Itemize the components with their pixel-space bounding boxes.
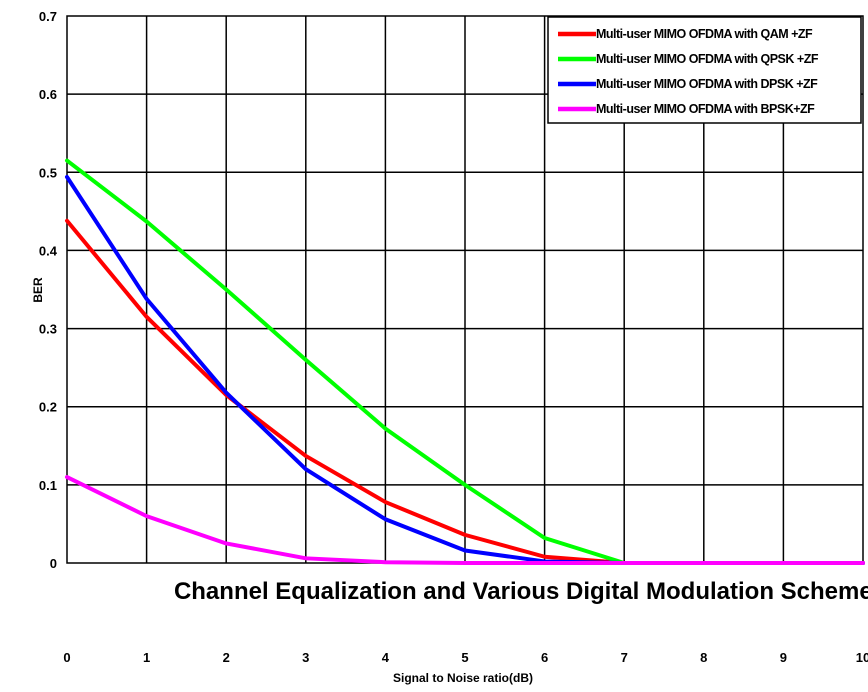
x-tick-label: 0	[63, 650, 70, 665]
legend-label: Multi-user MIMO OFDMA with QPSK +ZF	[596, 52, 819, 66]
y-axis-label: BER	[31, 277, 45, 303]
x-tick-label: 7	[621, 650, 628, 665]
y-tick-label: 0.1	[39, 478, 57, 493]
y-tick-label: 0.4	[39, 243, 58, 258]
legend: Multi-user MIMO OFDMA with QAM +ZF Multi-…	[547, 16, 862, 124]
y-tick-label: 0.7	[39, 9, 57, 24]
x-tick-label: 2	[223, 650, 230, 665]
x-axis-label: Signal to Noise ratio(dB)	[393, 671, 533, 685]
legend-label: Multi-user MIMO OFDMA with DPSK +ZF	[596, 77, 818, 91]
series-line-4	[65, 475, 865, 565]
x-tick-labels: 0 1 2 3 4 5 6 7 8 9 10	[63, 650, 868, 665]
x-tick-label: 4	[382, 650, 390, 665]
x-tick-label: 8	[700, 650, 707, 665]
legend-label: Multi-user MIMO OFDMA with BPSK+ZF	[596, 102, 815, 116]
y-tick-label: 0.6	[39, 87, 57, 102]
chart-title: Channel Equalization and Various Digital…	[174, 578, 868, 605]
y-tick-labels: 0 0.1 0.2 0.3 0.4 0.5 0.6 0.7	[39, 9, 58, 571]
y-tick-label: 0.3	[39, 322, 57, 337]
y-tick-label: 0.2	[39, 400, 57, 415]
x-tick-label: 5	[461, 650, 468, 665]
legend-box	[547, 16, 862, 124]
series-lines	[65, 158, 865, 565]
x-tick-label: 9	[780, 650, 787, 665]
legend-label: Multi-user MIMO OFDMA with QAM +ZF	[596, 27, 813, 41]
x-tick-label: 10	[856, 650, 868, 665]
x-tick-label: 1	[143, 650, 150, 665]
x-tick-label: 3	[302, 650, 309, 665]
y-tick-label: 0.5	[39, 165, 57, 180]
x-tick-label: 6	[541, 650, 548, 665]
y-tick-label: 0	[50, 556, 57, 571]
